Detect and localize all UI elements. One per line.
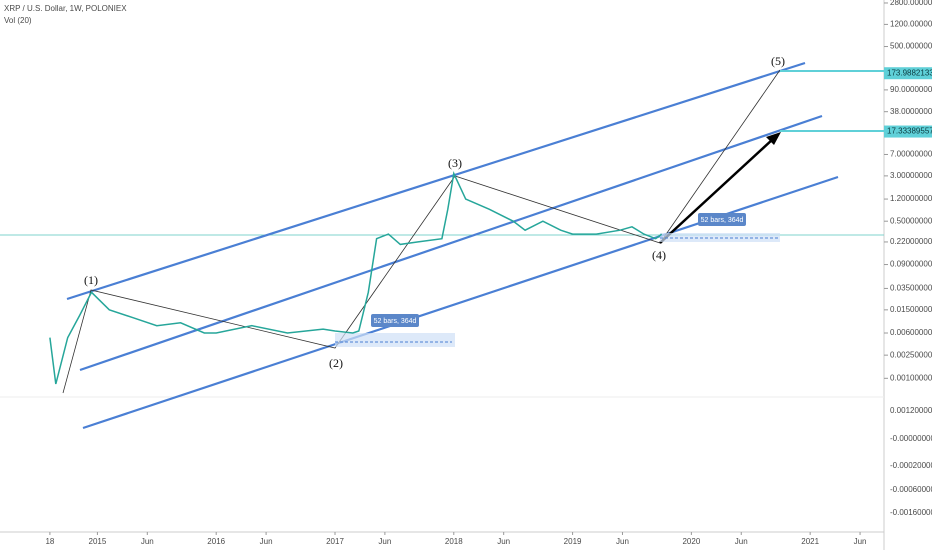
x-tick-label: 2021 [801, 537, 819, 546]
measure-label: 52 bars, 364d [374, 318, 417, 325]
x-tick-label: Jun [378, 537, 391, 546]
volume-tick-label: -0.00020000 [890, 461, 932, 470]
measure-label: 52 bars, 364d [701, 217, 744, 224]
price-label: 17.33389557 [887, 127, 932, 136]
y-tick-label: 0.00250000 [890, 350, 932, 359]
channel-top [66, 61, 806, 301]
y-tick-label: 0.00600000 [890, 328, 932, 337]
x-tick-label: Jun [735, 537, 748, 546]
y-tick-label: 0.50000000 [890, 216, 932, 225]
measure-tag [371, 314, 419, 327]
volume-tick-label: -0.00000000 [890, 434, 932, 443]
x-tick-label: Jun [854, 537, 867, 546]
x-tick-label: 18 [45, 537, 54, 546]
y-tick-label: 0.22000000 [890, 237, 932, 246]
volume-tick-label: -0.00160000 [890, 508, 932, 517]
price-label-box [884, 125, 932, 138]
price-label-box [884, 67, 932, 80]
y-tick-label: 1.20000000 [890, 194, 932, 203]
x-tick-label: Jun [260, 537, 273, 546]
wave-label: (1) [84, 273, 98, 287]
channel-middle [79, 114, 823, 372]
y-tick-label: 3.00000000 [890, 171, 932, 180]
price-line [49, 170, 663, 385]
x-tick-label: 2015 [89, 537, 107, 546]
symbol: XRP / U.S. Dollar, 1W, POLONIEX [4, 4, 127, 13]
measure-tag [698, 213, 746, 226]
x-tick-label: Jun [497, 537, 510, 546]
wave-label: (2) [329, 356, 343, 370]
y-tick-label: 90.00000000 [890, 85, 932, 94]
wave-line [62, 69, 781, 394]
y-tick-label: 7.00000000 [890, 150, 932, 159]
y-tick-label: 38.00000000 [890, 107, 932, 116]
x-tick-label: 2016 [207, 537, 225, 546]
y-tick-label: 0.01500000 [890, 305, 932, 314]
volume-tick-label: 0.00120000 [890, 406, 932, 415]
y-tick-label: 0.03500000 [890, 284, 932, 293]
arrow-head [766, 132, 781, 145]
x-tick-label: Jun [141, 537, 154, 546]
wave-path [62, 69, 781, 394]
indicator: Vol (20) [4, 16, 32, 25]
y-tick-label: 2800.00000000 [890, 0, 932, 7]
wave-label: (5) [771, 54, 785, 68]
y-tick-label: 0.00100000 [890, 373, 932, 382]
x-tick-label: 2018 [445, 537, 463, 546]
wave-label: (3) [448, 156, 462, 170]
x-tick-label: 2020 [682, 537, 700, 546]
measure-box [335, 333, 455, 347]
y-tick-label: 1200.00000000 [890, 20, 932, 29]
x-tick-label: 2017 [326, 537, 344, 546]
y-tick-label: 0.09000000 [890, 260, 932, 269]
y-tick-label: 500.00000000 [890, 42, 932, 51]
wave-label: (4) [652, 248, 666, 262]
x-tick-label: 2019 [564, 537, 582, 546]
volume-tick-label: -0.00060000 [890, 485, 932, 494]
x-tick-label: Jun [616, 537, 629, 546]
price-label: 173.98821332 [887, 68, 932, 77]
arrow [659, 138, 774, 244]
